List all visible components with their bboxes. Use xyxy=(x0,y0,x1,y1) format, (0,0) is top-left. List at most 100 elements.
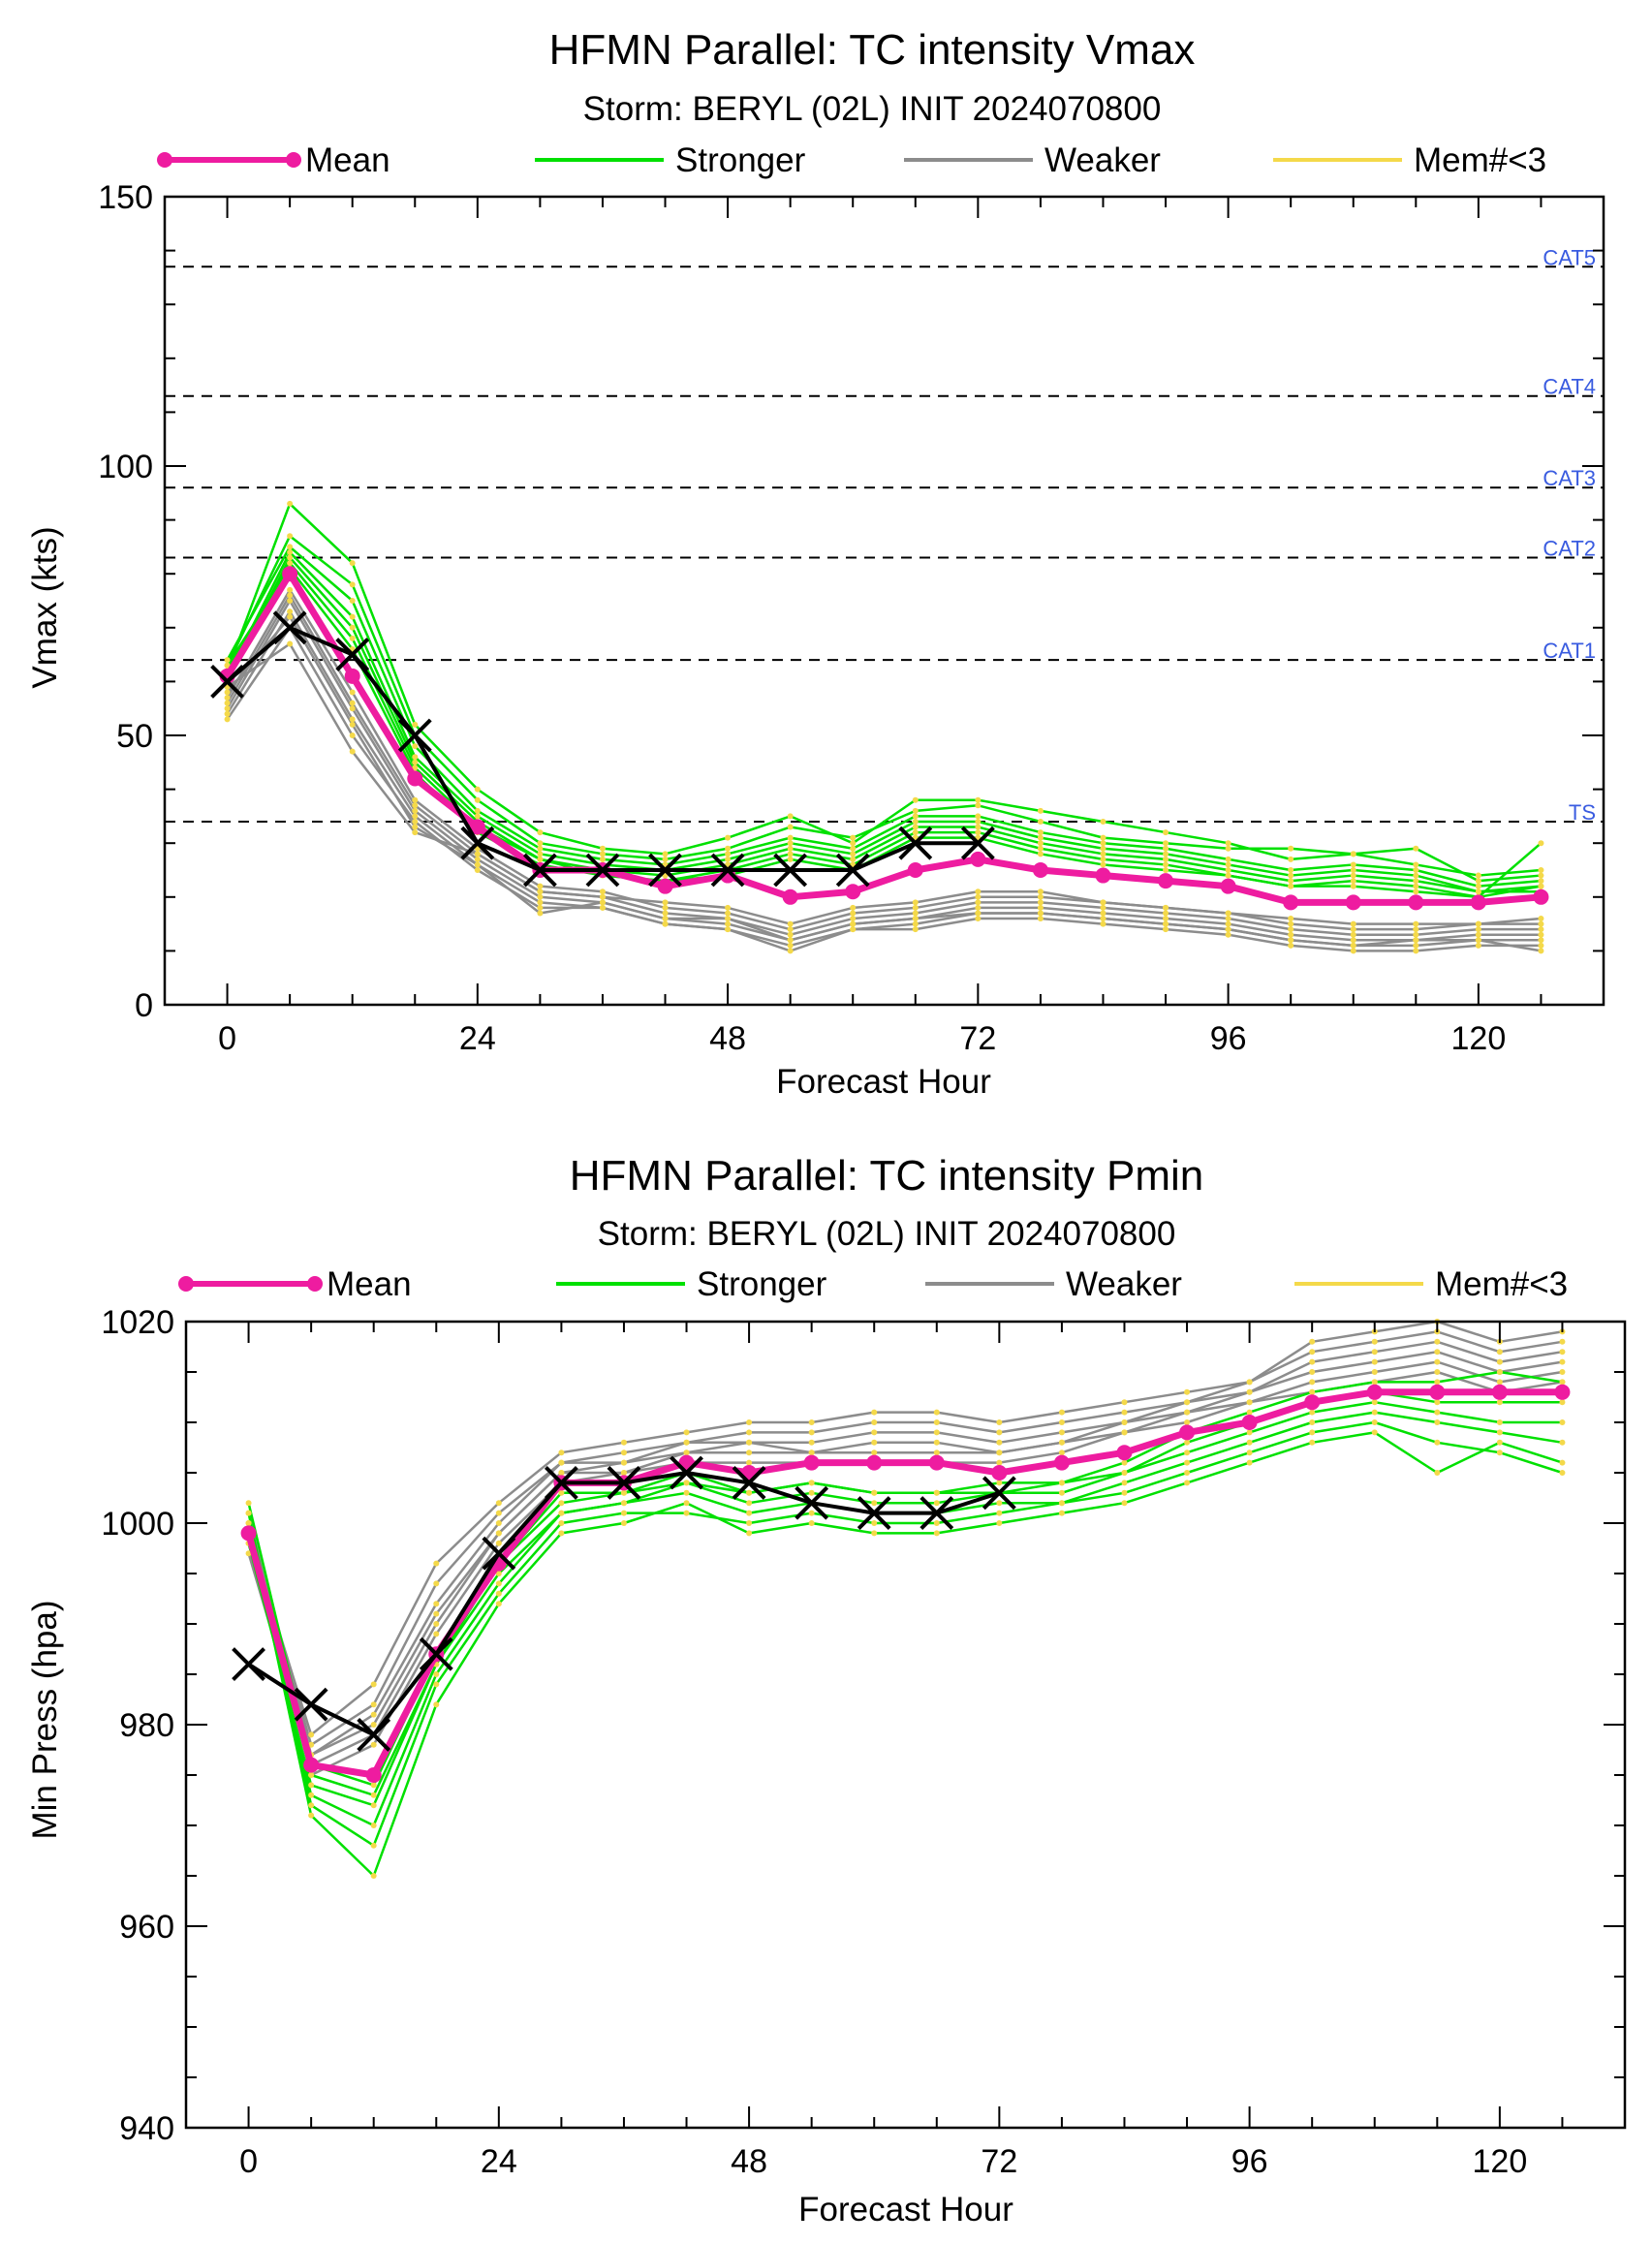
stronger-member-line xyxy=(226,561,1542,899)
member-point xyxy=(308,1741,315,1748)
member-point xyxy=(349,635,356,641)
member-point xyxy=(725,851,732,857)
member-point xyxy=(871,1530,878,1537)
member-point xyxy=(433,1671,440,1677)
member-point xyxy=(746,1449,753,1456)
x-tick-label: 48 xyxy=(731,2143,767,2180)
best-track-marker xyxy=(357,1717,391,1752)
mean-series xyxy=(240,1384,1571,1783)
member-point xyxy=(495,1580,502,1587)
threshold-label: CAT2 xyxy=(1543,537,1596,561)
member-point xyxy=(1225,920,1231,927)
member-point xyxy=(1121,1419,1128,1425)
member-point xyxy=(871,1449,878,1456)
member-point xyxy=(433,1601,440,1607)
threshold-label: CAT4 xyxy=(1543,375,1596,399)
best-track-marker xyxy=(544,1465,578,1500)
member-point xyxy=(1163,856,1169,862)
member-point xyxy=(433,1610,440,1617)
member-point xyxy=(725,834,732,841)
member-point xyxy=(1100,899,1107,906)
member-point xyxy=(1434,1439,1441,1446)
member-point xyxy=(537,888,544,895)
member-point xyxy=(1413,920,1419,927)
member-point xyxy=(308,1792,315,1798)
member-point xyxy=(599,893,606,900)
member-point xyxy=(1058,1449,1065,1456)
member-point xyxy=(1121,1480,1128,1486)
member-point xyxy=(850,904,857,911)
member-point xyxy=(1288,883,1294,889)
member-point xyxy=(1350,867,1356,873)
y-tick-label: 0 xyxy=(135,987,153,1024)
legend: Mean Stronger Weaker Mem#<3 xyxy=(178,1265,1568,1303)
member-point xyxy=(287,500,294,507)
member-point xyxy=(1163,910,1169,917)
member-point xyxy=(1163,926,1169,933)
member-point xyxy=(620,1439,627,1446)
weaker-member-line xyxy=(226,609,1542,948)
stronger-member-line xyxy=(226,545,1542,888)
member-point xyxy=(433,1631,440,1637)
member-point xyxy=(1184,1409,1191,1416)
legend: Mean Stronger Weaker Mem#<3 xyxy=(157,141,1546,179)
member-point xyxy=(558,1489,565,1496)
member-point xyxy=(1559,1399,1566,1406)
member-point xyxy=(1037,904,1044,911)
member-point xyxy=(683,1439,690,1446)
member-point xyxy=(1246,1459,1253,1466)
member-point xyxy=(245,1500,252,1507)
member-point xyxy=(599,888,606,895)
x-tick-label: 72 xyxy=(981,2143,1017,2180)
mean-point xyxy=(1283,894,1299,911)
member-point xyxy=(287,586,294,593)
member-point xyxy=(1288,856,1294,862)
member-point xyxy=(683,1449,690,1456)
member-point xyxy=(871,1429,878,1436)
member-point xyxy=(1350,878,1356,885)
member-point xyxy=(1496,1439,1503,1446)
member-point xyxy=(1309,1388,1316,1395)
legend-item-mean: Mean xyxy=(157,141,390,179)
legend-label-mean: Mean xyxy=(327,1265,412,1303)
member-point xyxy=(683,1480,690,1486)
member-point xyxy=(787,931,794,938)
member-point xyxy=(1058,1480,1065,1486)
member-point xyxy=(1163,845,1169,852)
member-point xyxy=(1475,926,1481,933)
x-tick-label: 0 xyxy=(218,1020,236,1057)
member-point xyxy=(1371,1379,1378,1386)
member-point xyxy=(412,813,419,820)
member-point xyxy=(662,856,669,862)
member-point xyxy=(1538,916,1544,922)
member-point xyxy=(1288,878,1294,885)
member-point xyxy=(1037,888,1044,895)
member-point xyxy=(1309,1369,1316,1375)
member-point xyxy=(349,732,356,738)
member-point xyxy=(474,867,481,873)
member-point xyxy=(662,904,669,911)
member-point xyxy=(620,1459,627,1466)
member-point xyxy=(725,910,732,917)
member-point xyxy=(537,883,544,889)
member-point xyxy=(1371,1338,1378,1345)
member-point xyxy=(662,851,669,857)
member-point xyxy=(975,829,982,836)
plot-frame xyxy=(163,195,1605,1007)
member-point xyxy=(1350,948,1356,954)
member-point xyxy=(787,840,794,847)
member-point xyxy=(975,813,982,820)
member-point xyxy=(495,1510,502,1516)
stronger-member-line xyxy=(226,550,1542,893)
y-axis-label: Min Press (hpa) xyxy=(26,1600,64,1839)
legend-label-mean: Mean xyxy=(305,141,390,179)
member-point xyxy=(1371,1399,1378,1406)
member-point xyxy=(912,829,919,836)
member-point xyxy=(558,1530,565,1537)
pmin-chart: HFMN Parallel: TC intensity Pmin Storm: … xyxy=(26,1152,1627,2228)
member-point xyxy=(912,926,919,933)
member-point xyxy=(1037,845,1044,852)
member-point xyxy=(245,1550,252,1557)
member-point xyxy=(725,904,732,911)
member-point xyxy=(1058,1500,1065,1507)
